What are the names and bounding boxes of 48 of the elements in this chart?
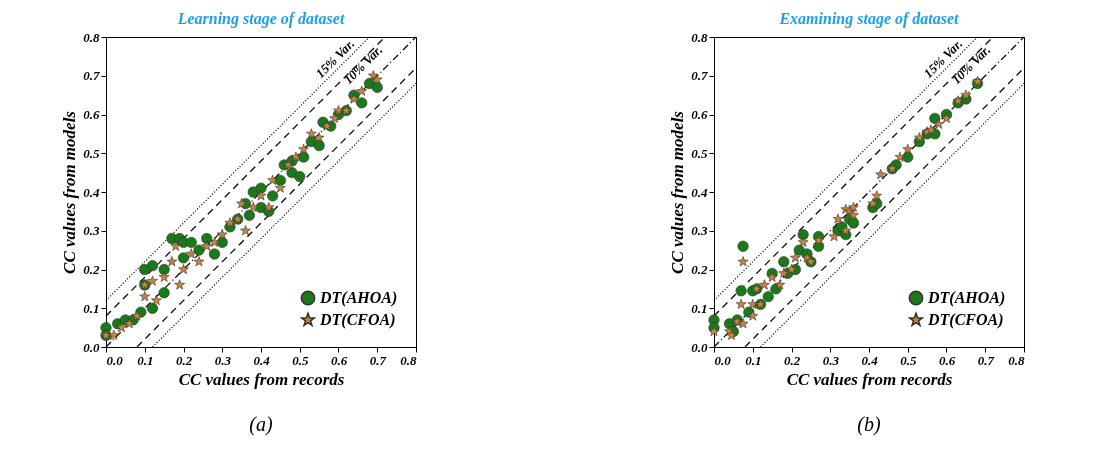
y-tick-label: 0.2 <box>83 262 100 277</box>
x-tick-label: 0.0 <box>106 352 124 368</box>
x-tick-label: 0.3 <box>214 352 232 368</box>
x-tick-label: 0.7 <box>369 352 387 368</box>
y-tick-label: 0.5 <box>691 145 708 161</box>
y-tick-label: 0.2 <box>691 262 708 277</box>
y-tick-label: 0.1 <box>691 300 708 316</box>
x-axis-title: CC values from records <box>786 369 953 389</box>
x-axis-title: CC values from records <box>178 369 345 389</box>
y-tick-label: 0.6 <box>83 107 100 122</box>
x-tick-label: 0.0 <box>714 352 732 368</box>
x-tick-label: 0.4 <box>253 352 271 368</box>
x-tick-label: 0.4 <box>861 352 879 368</box>
y-tick-label: 0.8 <box>83 29 100 45</box>
y-axis-title: CC values from models <box>668 110 688 274</box>
legend-label: DT(AHOA) <box>319 289 398 307</box>
x-tick-label: 0.7 <box>977 352 995 368</box>
legend-label: DT(AHOA) <box>927 289 1006 307</box>
legend-label: DT(CFOA) <box>927 311 1004 329</box>
text: (a) <box>249 413 273 436</box>
x-tick-label: 0.8 <box>1008 352 1025 368</box>
x-tick-label: 0.2 <box>175 352 193 368</box>
x-tick-label: 0.6 <box>330 352 348 368</box>
y-tick-label: 0.0 <box>83 339 100 355</box>
chart-title: Examining stage of dataset <box>778 10 960 28</box>
y-tick-label: 0.4 <box>83 184 100 200</box>
y-axis-title: CC values from models <box>60 110 80 274</box>
y-tick-label: 0.3 <box>83 223 100 239</box>
x-tick-label: 0.8 <box>400 352 417 368</box>
x-tick-label: 0.5 <box>900 352 917 368</box>
x-tick-label: 0.3 <box>822 352 840 368</box>
text: (b) <box>857 413 881 436</box>
y-tick-label: 0.1 <box>83 300 100 316</box>
y-tick-label: 0.0 <box>691 339 708 355</box>
y-tick-label: 0.3 <box>691 223 708 239</box>
x-tick-label: 0.5 <box>292 352 309 368</box>
y-tick-label: 0.6 <box>691 107 708 122</box>
y-tick-label: 0.7 <box>691 68 708 84</box>
legend-label: DT(CFOA) <box>319 311 396 329</box>
x-tick-label: 0.1 <box>745 352 762 368</box>
x-tick-label: 0.1 <box>137 352 154 368</box>
y-tick-label: 0.5 <box>83 145 100 161</box>
chart-title: Learning stage of dataset <box>176 10 345 28</box>
y-tick-label: 0.7 <box>83 68 100 84</box>
x-tick-label: 0.6 <box>938 352 956 368</box>
x-tick-label: 0.2 <box>783 352 801 368</box>
y-tick-label: 0.4 <box>691 184 708 200</box>
y-tick-label: 0.8 <box>691 29 708 45</box>
